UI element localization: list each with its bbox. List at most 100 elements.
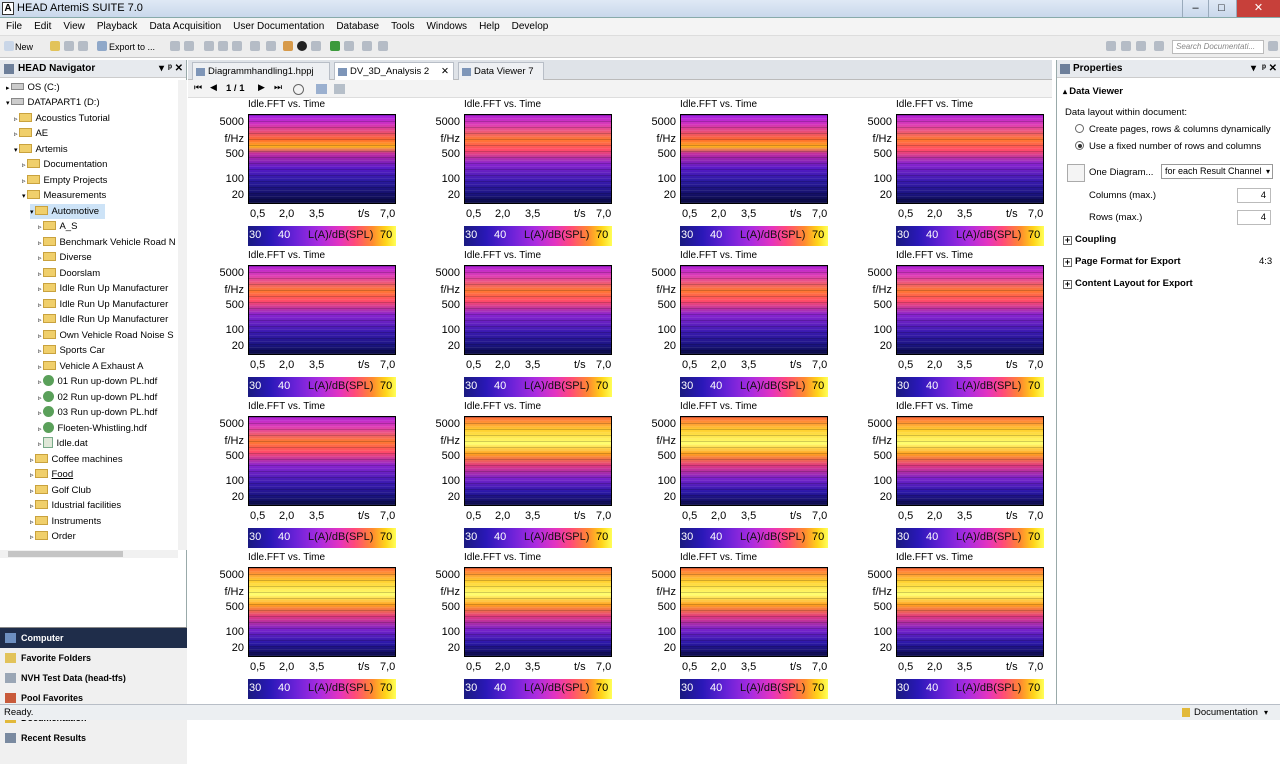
tree-item[interactable]: ▹ Food — [30, 469, 74, 480]
tree-item[interactable]: ▹ Doorslam — [38, 268, 101, 279]
spectrogram-diagram[interactable]: Idle.FFT vs. Time 5000 f/Hz 500 100 20 0,5 2,0 3… — [844, 551, 1052, 702]
move-icon[interactable] — [250, 41, 260, 51]
spectrogram-diagram[interactable]: Idle.FFT vs. Time 5000 f/Hz 500 100 20 0,5 2,0 3… — [628, 98, 844, 249]
play-icon[interactable] — [330, 41, 340, 51]
tree-item[interactable]: ▹ Floeten-Whistling.hdf — [38, 422, 147, 434]
radio-fixed[interactable]: Use a fixed number of rows and columns — [1075, 141, 1261, 152]
print-icon[interactable] — [334, 84, 345, 94]
shortcut-computer[interactable]: Computer — [0, 628, 187, 648]
grid-icon[interactable] — [378, 41, 388, 51]
tree-item[interactable]: ▹ Idle Run Up Manufacturer — [38, 314, 169, 325]
columns-input[interactable]: 4 — [1237, 188, 1271, 203]
close-panel-icon[interactable]: ✕ — [1268, 63, 1277, 74]
tree-item[interactable]: ▹ Order — [30, 531, 76, 542]
delete-icon[interactable] — [266, 41, 276, 51]
tree-item[interactable]: ▹ Benchmark Vehicle Road N — [38, 237, 176, 248]
navigator-vscroll[interactable] — [178, 80, 187, 550]
dropdown-icon[interactable]: ▾ — [158, 63, 164, 74]
close-panel-icon[interactable]: ✕ — [174, 63, 183, 74]
tree-item[interactable]: ▹ Idle.dat — [38, 437, 88, 449]
spectrogram-plot[interactable] — [680, 114, 828, 204]
spectrogram-diagram[interactable]: Idle.FFT vs. Time 5000 f/Hz 500 100 20 0,5 2,0 3… — [196, 551, 412, 702]
section-data-viewer[interactable]: ▴ Data Viewer — [1063, 86, 1123, 97]
tree-item[interactable]: ▸ OS (C:) — [6, 82, 60, 93]
undo-icon[interactable] — [170, 41, 180, 51]
tree-item[interactable]: ▹ Sports Car — [38, 345, 105, 356]
tree-item[interactable]: ▹ Coffee machines — [30, 454, 123, 465]
tree-item[interactable]: ▹ Idle Run Up Manufacturer — [38, 299, 169, 310]
menu-view[interactable]: View — [63, 21, 85, 32]
spectrogram-diagram[interactable]: Idle.FFT vs. Time 5000 f/Hz 500 100 20 0,5 2,0 3… — [412, 249, 628, 400]
tree-item[interactable]: ▹ Idustrial facilities — [30, 500, 122, 511]
tree-item[interactable]: ▹ Instruments — [30, 516, 102, 527]
spectrogram-plot[interactable] — [896, 416, 1044, 506]
tree-item[interactable]: ▹ A_S — [38, 221, 78, 232]
menu-tools[interactable]: Tools — [391, 21, 415, 32]
spectrogram-plot[interactable] — [248, 114, 396, 204]
spectrogram-diagram[interactable]: Idle.FFT vs. Time 5000 f/Hz 500 100 20 0,5 2,0 3… — [628, 400, 844, 551]
chevron-down-icon[interactable]: ▾ — [1265, 167, 1270, 176]
shortcut-nvh-test-data[interactable]: NVH Test Data (head-tfs) — [0, 668, 187, 688]
radio-dynamic[interactable]: Create pages, rows & columns dynamically — [1075, 124, 1271, 135]
expand-icon[interactable]: + — [1063, 279, 1072, 289]
link-icon[interactable] — [362, 41, 372, 51]
spectrogram-diagram[interactable]: Idle.FFT vs. Time 5000 f/Hz 500 100 20 0,5 2,0 3… — [844, 98, 1052, 249]
copy-icon[interactable] — [218, 41, 228, 51]
dropdown-icon[interactable]: ▾ — [1250, 63, 1256, 74]
tab-data-viewer-7[interactable]: Data Viewer 7 — [458, 62, 544, 80]
section-coupling[interactable]: + Coupling — [1063, 234, 1117, 245]
shortcut-recent-results[interactable]: Recent Results — [0, 728, 187, 748]
search-input[interactable]: Search Documentati... — [1172, 40, 1264, 54]
close-button[interactable]: ✕ — [1236, 0, 1280, 17]
spectrogram-plot[interactable] — [896, 114, 1044, 204]
tree-item[interactable]: ▾ DATAPART1 (D:) — [6, 97, 100, 108]
screen-icon[interactable] — [311, 41, 321, 51]
save-icon[interactable] — [64, 41, 74, 51]
spectrogram-diagram[interactable]: Idle.FFT vs. Time 5000 f/Hz 500 100 20 0,5 2,0 3… — [412, 551, 628, 702]
rows-input[interactable]: 4 — [1237, 210, 1271, 225]
tree-item[interactable]: ▹ Diverse — [38, 252, 92, 263]
next-page-icon[interactable]: ▶ — [258, 82, 265, 92]
cut-icon[interactable] — [204, 41, 214, 51]
expand-icon[interactable]: + — [1063, 257, 1072, 267]
spectrogram-diagram[interactable]: Idle.FFT vs. Time 5000 f/Hz 500 100 20 0,5 2,0 3… — [412, 400, 628, 551]
server-icon[interactable] — [297, 41, 307, 51]
tree-item[interactable]: ▹ 02 Run up-down PL.hdf — [38, 391, 158, 403]
spectrogram-diagram[interactable]: Idle.FFT vs. Time 5000 f/Hz 500 100 20 0,5 2,0 3… — [628, 551, 844, 702]
spectrogram-diagram[interactable]: Idle.FFT vs. Time 5000 f/Hz 500 100 20 0,5 2,0 3… — [412, 98, 628, 249]
spectrogram-plot[interactable] — [680, 265, 828, 355]
tree-item[interactable]: ▹ Acoustics Tutorial — [14, 113, 110, 124]
tree-item[interactable]: ▹ AE — [14, 128, 49, 139]
expand-icon[interactable]: + — [1063, 235, 1072, 245]
spectrogram-diagram[interactable]: Idle.FFT vs. Time 5000 f/Hz 500 100 20 0,5 2,0 3… — [844, 400, 1052, 551]
spectrogram-plot[interactable] — [464, 567, 612, 657]
new-button[interactable]: New — [15, 42, 34, 52]
menu-playback[interactable]: Playback — [96, 21, 138, 32]
section-content-layout[interactable]: + Content Layout for Export — [1063, 278, 1193, 289]
tree-item[interactable]: ▹ 01 Run up-down PL.hdf — [38, 375, 158, 387]
spectrogram-plot[interactable] — [248, 265, 396, 355]
menu-help[interactable]: Help — [479, 21, 500, 32]
prev-page-icon[interactable]: ◀ — [210, 82, 217, 92]
radio-icon[interactable] — [1075, 124, 1084, 133]
menu-windows[interactable]: Windows — [426, 21, 468, 32]
last-page-icon[interactable]: ⏭ — [274, 82, 283, 92]
tab-close-icon[interactable]: ✕ — [441, 66, 449, 77]
spectrogram-plot[interactable] — [464, 416, 612, 506]
spectrogram-plot[interactable] — [248, 416, 396, 506]
section-page-format[interactable]: + Page Format for Export — [1063, 256, 1181, 267]
search-icon[interactable] — [1268, 41, 1278, 51]
shortcut-favorite-folders[interactable]: Favorite Folders — [0, 648, 187, 668]
collapse-icon[interactable]: ▴ — [1063, 87, 1070, 96]
pin-icon[interactable]: ᵖ — [1262, 63, 1266, 74]
spectrogram-plot[interactable] — [464, 265, 612, 355]
redo-icon[interactable] — [184, 41, 194, 51]
tree-item[interactable]: ▹ Own Vehicle Road Noise S — [38, 330, 174, 341]
tree-item[interactable]: ▹ Documentation — [22, 159, 108, 170]
page-icon[interactable] — [316, 84, 327, 94]
spectrogram-plot[interactable] — [896, 265, 1044, 355]
one-diagram-select[interactable]: for each Result Channel ▾ — [1161, 164, 1273, 179]
spectrogram-plot[interactable] — [680, 416, 828, 506]
tree-item[interactable]: ▹ Idle Run Up Manufacturer — [38, 283, 169, 294]
shortcut-pool-favorites[interactable]: Pool Favorites — [0, 688, 187, 708]
